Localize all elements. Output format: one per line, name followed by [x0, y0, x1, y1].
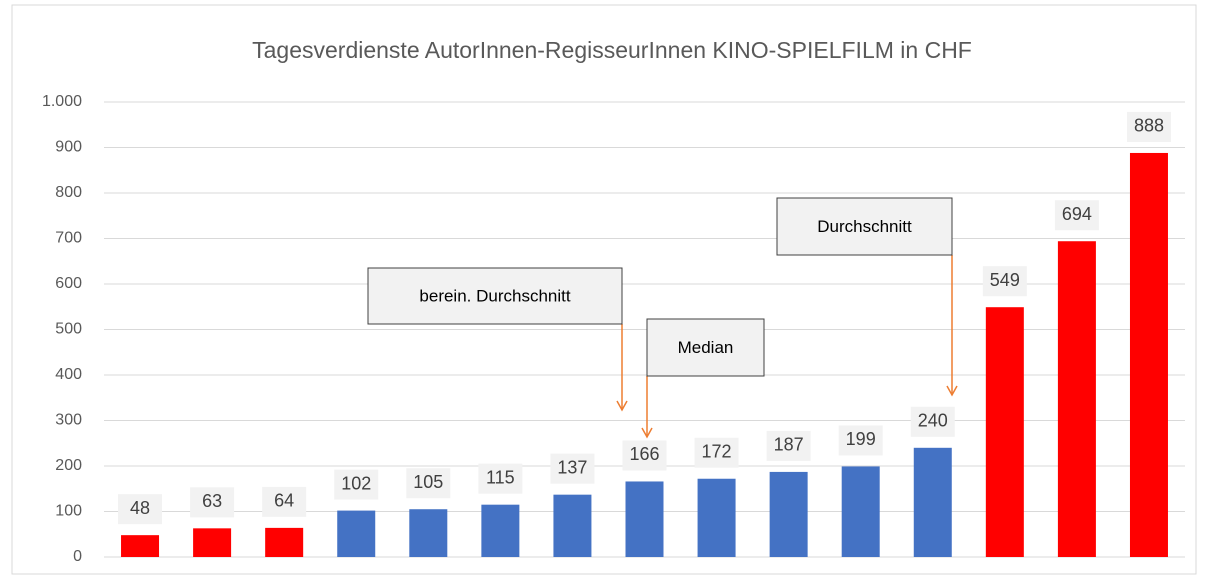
- data-label: 549: [990, 270, 1020, 290]
- y-tick-label: 0: [73, 548, 82, 565]
- y-tick-label: 400: [55, 366, 82, 383]
- bar: [625, 481, 664, 557]
- data-label-bg: [118, 494, 163, 525]
- data-label: 199: [846, 429, 876, 449]
- data-label-bg: [910, 406, 955, 437]
- bar: [481, 504, 520, 557]
- y-tick-label: 500: [55, 321, 82, 338]
- data-label: 172: [702, 441, 732, 461]
- annotation-box: [646, 318, 765, 377]
- bar: [769, 471, 808, 557]
- data-label-bg: [190, 487, 235, 518]
- bar: [697, 478, 736, 557]
- data-label-bg: [1054, 200, 1099, 231]
- data-label: 115: [486, 467, 515, 487]
- y-tick-label: 200: [55, 457, 82, 474]
- data-label: 888: [1134, 116, 1164, 136]
- data-label: 105: [413, 472, 443, 492]
- data-label-bg: [478, 463, 523, 494]
- data-label: 64: [274, 491, 294, 511]
- y-tick-label: 1.000: [42, 93, 82, 110]
- data-label: 694: [1062, 204, 1092, 224]
- data-label-bg: [550, 453, 595, 484]
- data-label: 102: [341, 473, 371, 493]
- y-tick-label: 900: [55, 139, 82, 156]
- bar: [337, 510, 376, 557]
- data-label: 63: [202, 491, 222, 511]
- data-label: 240: [918, 411, 948, 431]
- data-label-bg: [982, 266, 1027, 297]
- annotation-text: Durchschnitt: [817, 217, 912, 236]
- data-label: 166: [629, 444, 659, 464]
- bar: [1057, 241, 1096, 558]
- y-tick-label: 100: [55, 503, 82, 520]
- data-label-bg: [406, 468, 451, 499]
- annotation-box: [367, 267, 623, 325]
- bar: [265, 527, 304, 557]
- bar: [1129, 152, 1168, 557]
- annotation-text: berein. Durchschnitt: [419, 286, 570, 305]
- data-label-bg: [694, 437, 739, 468]
- y-tick-label: 700: [55, 230, 82, 247]
- data-label-bg: [622, 440, 667, 471]
- data-label: 48: [130, 498, 150, 518]
- bar: [121, 535, 160, 557]
- y-tick-label: 300: [55, 412, 82, 429]
- chart-title: Tagesverdienste AutorInnen-RegisseurInne…: [252, 37, 972, 63]
- data-label: 187: [774, 435, 804, 455]
- bar: [553, 494, 592, 557]
- data-label-bg: [1126, 111, 1171, 142]
- y-tick-label: 800: [55, 184, 82, 201]
- bar: [193, 528, 232, 557]
- bar: [913, 447, 952, 557]
- data-label: 137: [557, 457, 587, 477]
- y-tick-label: 600: [55, 275, 82, 292]
- data-label-bg: [262, 486, 307, 517]
- bar: [841, 466, 880, 557]
- data-label-bg: [766, 430, 811, 461]
- annotation-box: [776, 197, 953, 256]
- bar: [409, 509, 448, 557]
- data-label-bg: [334, 469, 379, 500]
- annotation-text: Median: [678, 338, 734, 357]
- data-label-bg: [838, 425, 883, 456]
- bar: [985, 307, 1024, 557]
